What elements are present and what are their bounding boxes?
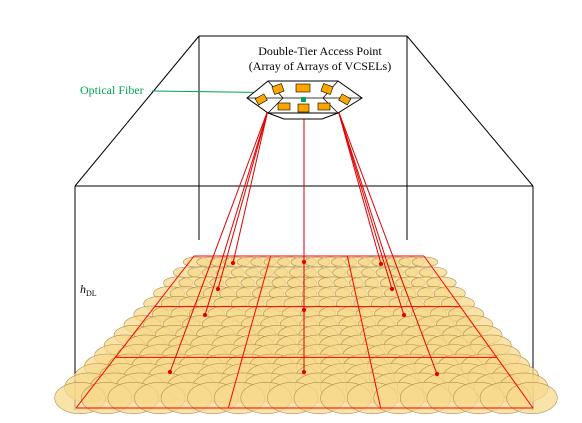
floor-spot [506, 381, 558, 414]
floor-grid [75, 255, 534, 409]
beam-line [337, 109, 405, 316]
floor-spot-array [54, 256, 558, 414]
beam-endpoint [167, 369, 173, 375]
grid-line [346, 255, 382, 409]
optical-fiber-label: Optical Fiber [80, 83, 144, 97]
floor-spot [411, 256, 439, 268]
vcsel-array-6 [277, 102, 291, 111]
beam-line [169, 109, 269, 373]
height-label-main: h [80, 282, 86, 296]
vcsel-array-7 [317, 102, 331, 111]
vcsel-array-5 [338, 93, 352, 106]
beam-line [337, 109, 438, 375]
beam-line [337, 109, 393, 290]
vcsel-array-4 [254, 93, 268, 106]
height-label: hDL [80, 282, 97, 298]
vcsel-array-3 [320, 83, 334, 95]
beam-line [232, 109, 269, 264]
access-point-seam-5 [322, 97, 339, 114]
vcsel-center-green [301, 97, 306, 102]
beam-line [217, 109, 269, 290]
vcsel-array-2 [295, 83, 311, 93]
beam-endpoint [215, 286, 221, 292]
beam-endpoint [434, 371, 440, 377]
beam-line [204, 109, 269, 316]
grid-line [423, 255, 534, 409]
height-label-sub: DL [86, 289, 97, 298]
room-left-diagonal [74, 35, 200, 187]
diagram-title-line1: Double-Tier Access Point [258, 44, 382, 58]
beam-endpoint [230, 260, 236, 266]
room-right-diagonal [406, 35, 534, 187]
beam-endpoint [378, 261, 384, 267]
beam-group [167, 109, 440, 377]
grid-line [75, 255, 195, 409]
access-point-seam-4 [267, 97, 284, 114]
beam-endpoint [401, 312, 407, 318]
beam-endpoint [389, 286, 395, 292]
beam-endpoint [202, 312, 208, 318]
grid-line [227, 255, 272, 409]
beam-line [337, 109, 382, 265]
access-point-underside [267, 112, 339, 120]
access-point [246, 80, 363, 120]
vcsel-array-1 [271, 83, 285, 95]
diagram-title-line2: (Array of Arrays of VCSELs) [248, 59, 392, 73]
vcsel-array-center [297, 103, 310, 113]
beam-endpoint [301, 369, 307, 375]
